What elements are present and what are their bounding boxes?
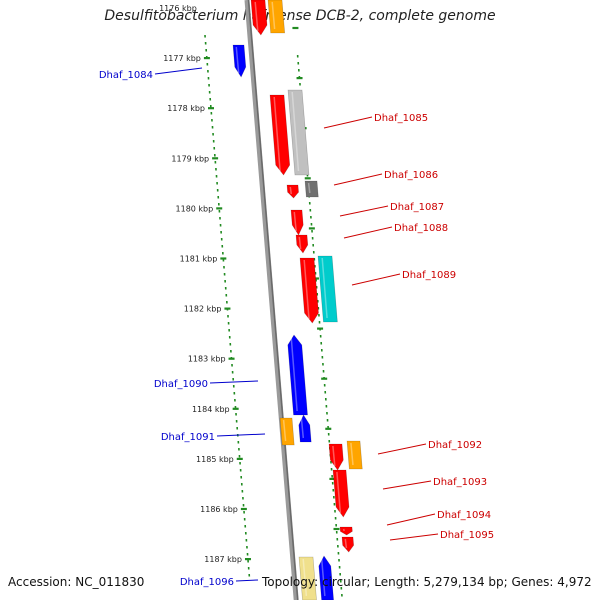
gene-dhaf-1093 — [332, 469, 350, 518]
gene-partial-orange — [267, 0, 286, 34]
gene-label-right: Dhaf_1085 — [374, 113, 428, 124]
leader-line-right — [389, 533, 439, 541]
leader-line-right — [343, 226, 393, 239]
topology-text: Topology: circular; Length: 5,279,134 bp… — [262, 575, 592, 589]
gene-dhaf-1091-shine — [282, 419, 287, 442]
leader-line-right — [333, 173, 383, 186]
kbp-label: 1177 kbp — [163, 54, 201, 63]
accession-text: Accession: NC_011830 — [8, 575, 145, 589]
gene-partial-red-shine — [254, 1, 259, 32]
kbp-label: 1186 kbp — [200, 505, 238, 514]
leader-line-left — [235, 579, 259, 582]
gene-dhaf-1091 — [279, 417, 295, 446]
leader-line-left — [154, 67, 203, 75]
gene-dhaf-1096-yellow-shine — [302, 558, 308, 597]
gene-dhaf-1087-shine — [293, 211, 297, 232]
gene-dhaf-1092-orange-shine — [350, 442, 354, 466]
leader-line-left — [216, 433, 266, 437]
gene-dhaf-1096-shine — [320, 557, 326, 597]
gene-partial-red — [250, 0, 268, 36]
leader-line-right — [351, 273, 401, 286]
gene-dhaf-1094 — [339, 526, 353, 536]
gene-dhaf-1084-shine — [235, 46, 240, 74]
genome-backbone — [244, 0, 299, 600]
leader-line-right — [323, 116, 373, 129]
gene-dhaf-1095 — [341, 536, 354, 553]
gene-dhaf-1085-grey-shine — [291, 91, 300, 172]
gene-dhaf-1089-cyan — [317, 255, 338, 323]
gene-dhaf-1092-orange — [346, 440, 363, 470]
gene-dhaf-1089-cyan-shine — [321, 257, 328, 319]
kbp-label: 1181 kbp — [180, 255, 218, 264]
gene-dhaf-1088 — [295, 234, 309, 254]
gene-label-right: Dhaf_1089 — [402, 270, 456, 281]
kbp-label: 1185 kbp — [196, 455, 234, 464]
gene-label-right: Dhaf_1093 — [433, 477, 487, 488]
gene-dhaf-1085-grey — [287, 89, 310, 176]
leader-line-right — [382, 480, 432, 490]
gene-dhaf-1095-shine — [344, 538, 348, 549]
leader-line-right — [339, 205, 389, 217]
gene-label-left: Dhaf_1091 — [161, 432, 215, 443]
kbp-label: 1180 kbp — [176, 204, 214, 213]
gene-label-right: Dhaf_1095 — [440, 530, 494, 541]
gene-dhaf-1086-shine — [289, 186, 293, 195]
kbp-label: 1179 kbp — [171, 154, 209, 163]
gene-label-right: Dhaf_1094 — [437, 510, 491, 521]
gene-dhaf-1090-shine — [290, 336, 298, 412]
gene-dhaf-1085-shine — [273, 96, 281, 172]
kbp-label: 1182 kbp — [184, 305, 222, 314]
gene-label-right: Dhaf_1087 — [390, 202, 444, 213]
leader-line-right — [377, 443, 427, 455]
gene-dhaf-1091b — [298, 414, 312, 443]
genome-title: Desulfitobacterium hafniense DCB-2, comp… — [104, 8, 496, 24]
gene-label-right: Dhaf_1088 — [394, 223, 448, 234]
gene-dhaf-1093-shine — [336, 471, 342, 514]
gene-dhaf-1088-shine — [298, 236, 302, 250]
gene-label-left: Dhaf_1096 — [180, 577, 234, 588]
kbp-label: 1187 kbp — [204, 555, 242, 564]
gene-dhaf-1084 — [232, 44, 247, 78]
gene-dhaf-1096-yellow — [298, 556, 317, 600]
gene-dhaf-1086 — [286, 184, 299, 199]
gene-dhaf-1091b-shine — [300, 416, 305, 439]
gene-dhaf-1086-grey-shine — [307, 182, 311, 194]
gene-dhaf-1092-shine — [332, 445, 336, 467]
gene-dhaf-1092 — [328, 443, 344, 471]
gene-dhaf-1090 — [287, 334, 308, 416]
gene-dhaf-1087 — [290, 209, 304, 236]
gene-label-left: Dhaf_1090 — [154, 379, 208, 390]
kbp-label: 1183 kbp — [188, 355, 226, 364]
gene-label-left: Dhaf_1084 — [99, 70, 153, 81]
gene-dhaf-1094-shine — [342, 528, 345, 532]
gene-label-right: Dhaf_1092 — [428, 440, 482, 451]
leader-line-right — [386, 513, 436, 526]
gene-dhaf-1089 — [299, 257, 319, 324]
gene-dhaf-1086-grey — [304, 180, 319, 198]
gene-dhaf-1089-shine — [303, 259, 310, 320]
gene-dhaf-1096 — [318, 555, 334, 600]
kbp-label: 1184 kbp — [192, 405, 230, 414]
kbp-label: 1176 kbp — [159, 4, 197, 13]
gene-partial-orange-shine — [271, 1, 276, 30]
kbp-label: 1178 kbp — [167, 104, 205, 113]
gene-label-right: Dhaf_1086 — [384, 170, 438, 181]
leader-line-left — [209, 380, 259, 384]
genome-backbone-edge — [247, 0, 299, 600]
gene-dhaf-1085 — [269, 94, 291, 176]
